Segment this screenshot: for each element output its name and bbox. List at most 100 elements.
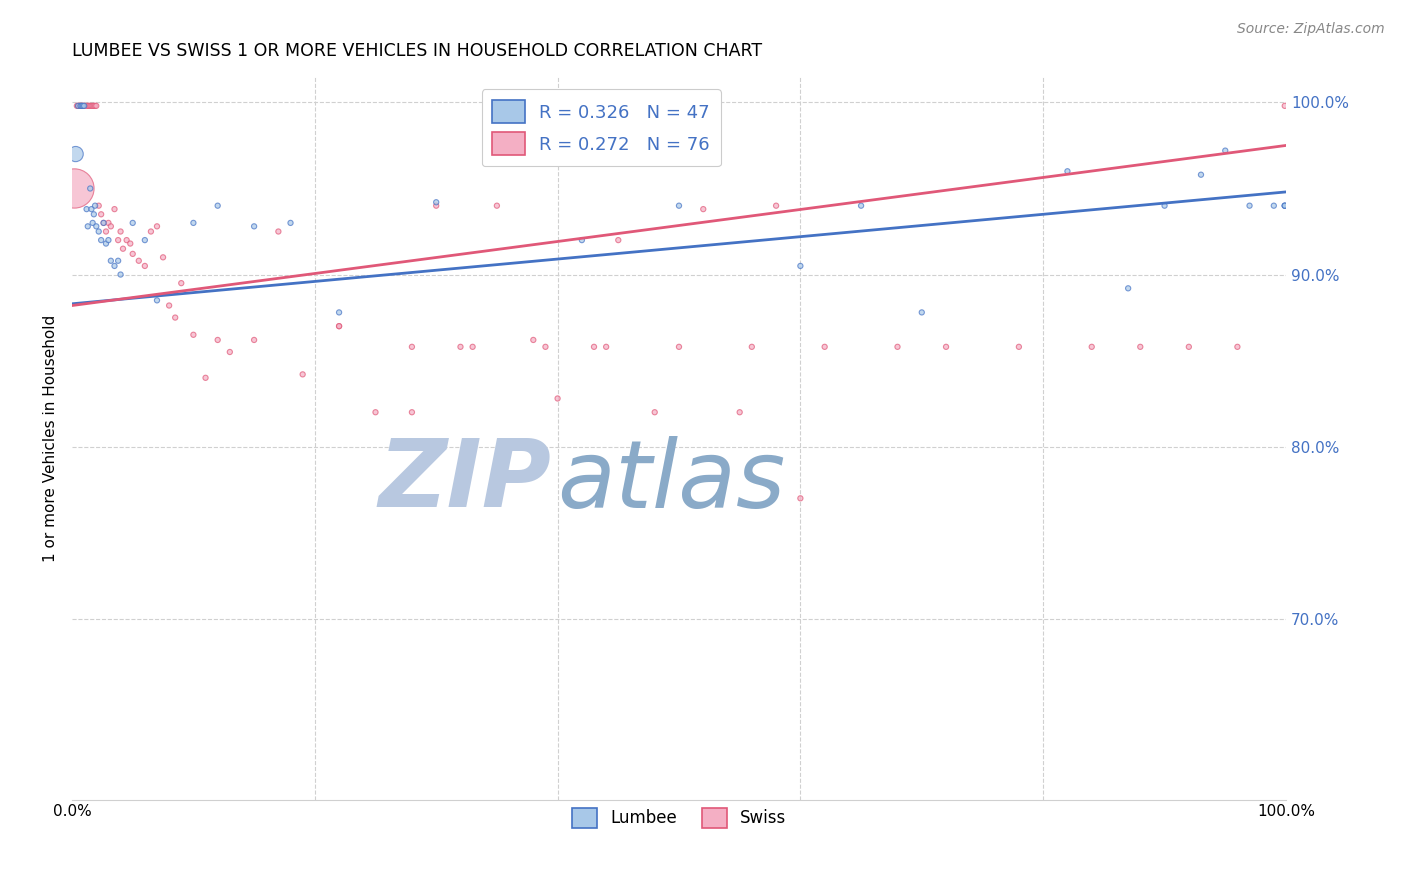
Point <box>668 199 690 213</box>
Point <box>76 99 98 113</box>
Point <box>849 199 872 213</box>
Legend: Lumbee, Swiss: Lumbee, Swiss <box>565 801 793 835</box>
Point <box>73 99 96 113</box>
Point <box>66 99 89 113</box>
Point <box>76 99 98 113</box>
Point <box>741 340 763 354</box>
Point <box>152 250 174 264</box>
Point <box>328 319 350 334</box>
Point <box>111 242 134 256</box>
Point <box>67 99 90 113</box>
Point <box>1116 281 1139 295</box>
Point <box>70 99 93 113</box>
Point <box>83 207 105 221</box>
Point <box>97 216 120 230</box>
Point <box>425 195 447 210</box>
Point <box>1213 144 1236 158</box>
Point <box>84 199 107 213</box>
Point <box>1189 168 1212 182</box>
Point <box>70 99 93 113</box>
Point <box>67 99 90 113</box>
Point <box>814 340 837 354</box>
Point <box>146 219 169 234</box>
Point <box>1274 199 1296 213</box>
Point <box>87 225 110 239</box>
Point <box>547 392 569 406</box>
Point <box>183 216 205 230</box>
Point <box>134 233 156 247</box>
Point <box>1274 199 1296 213</box>
Point <box>67 99 90 113</box>
Point <box>80 99 103 113</box>
Point <box>267 225 290 239</box>
Point <box>207 333 229 347</box>
Text: LUMBEE VS SWISS 1 OR MORE VEHICLES IN HOUSEHOLD CORRELATION CHART: LUMBEE VS SWISS 1 OR MORE VEHICLES IN HO… <box>72 42 762 60</box>
Point <box>571 233 593 247</box>
Point <box>63 181 86 195</box>
Point <box>121 216 143 230</box>
Point <box>522 333 544 347</box>
Point <box>94 236 117 251</box>
Point <box>97 233 120 247</box>
Point <box>218 345 240 359</box>
Point <box>450 340 472 354</box>
Text: Source: ZipAtlas.com: Source: ZipAtlas.com <box>1237 22 1385 37</box>
Point <box>84 99 107 113</box>
Point <box>1056 164 1078 178</box>
Point <box>84 219 107 234</box>
Point <box>76 219 98 234</box>
Point <box>157 299 180 313</box>
Y-axis label: 1 or more Vehicles in Household: 1 or more Vehicles in Household <box>44 315 58 562</box>
Point <box>765 199 787 213</box>
Point <box>72 99 94 113</box>
Point <box>165 310 187 325</box>
Point <box>76 202 98 216</box>
Point <box>1274 199 1296 213</box>
Point <box>82 216 104 230</box>
Point <box>100 253 122 268</box>
Text: ZIP: ZIP <box>378 435 551 527</box>
Point <box>461 340 484 354</box>
Point <box>401 405 423 419</box>
Point <box>401 340 423 354</box>
Point <box>728 405 751 419</box>
Point <box>183 327 205 342</box>
Point <box>1129 340 1152 354</box>
Point <box>93 216 115 230</box>
Point <box>79 99 101 113</box>
Point <box>115 233 138 247</box>
Point <box>110 268 132 282</box>
Point <box>90 233 112 247</box>
Point <box>103 259 125 273</box>
Point <box>146 293 169 308</box>
Point <box>582 340 605 354</box>
Point <box>107 233 129 247</box>
Point <box>280 216 302 230</box>
Point <box>73 99 96 113</box>
Point <box>128 253 150 268</box>
Point <box>886 340 908 354</box>
Point <box>69 99 91 113</box>
Point <box>139 225 162 239</box>
Point <box>935 340 957 354</box>
Point <box>110 225 132 239</box>
Point <box>595 340 617 354</box>
Point <box>644 405 666 419</box>
Point <box>82 99 104 113</box>
Point <box>485 199 508 213</box>
Point <box>84 99 107 113</box>
Point <box>668 340 690 354</box>
Point <box>1239 199 1261 213</box>
Point <box>328 305 350 319</box>
Point <box>1178 340 1201 354</box>
Point <box>194 371 217 385</box>
Point <box>120 236 142 251</box>
Point <box>1263 199 1285 213</box>
Point <box>328 319 350 334</box>
Point <box>607 233 630 247</box>
Point <box>1274 99 1296 113</box>
Text: atlas: atlas <box>558 436 786 527</box>
Point <box>94 225 117 239</box>
Point <box>90 207 112 221</box>
Point <box>87 199 110 213</box>
